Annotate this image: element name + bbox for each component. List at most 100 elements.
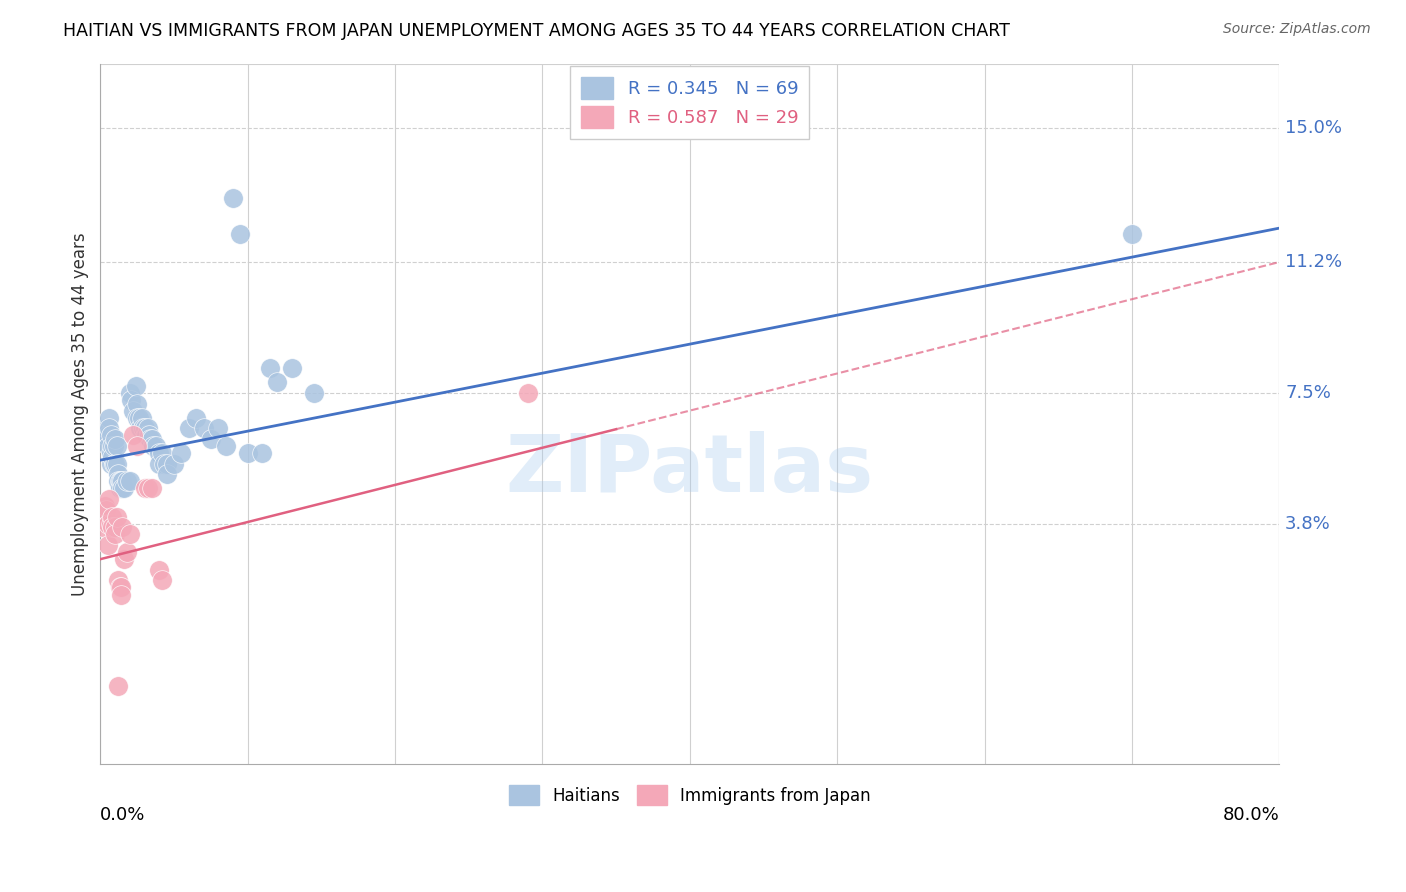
Point (184, 410, 207, 425)
Point (96, 421, 118, 435)
Point (148, 446, 170, 460)
Point (120, 392, 142, 407)
Point (139, 432, 162, 446)
Point (107, 574, 129, 588)
Point (134, 482, 156, 496)
Point (103, 457, 125, 471)
Point (121, 428, 143, 442)
Point (136, 421, 159, 435)
Point (134, 421, 156, 435)
Point (107, 467, 129, 482)
Point (101, 450, 124, 464)
Point (121, 403, 143, 417)
Point (104, 457, 127, 471)
Point (141, 482, 163, 496)
Point (170, 446, 193, 460)
Point (98, 421, 121, 435)
Point (128, 410, 150, 425)
Point (97, 538, 120, 552)
Text: HAITIAN VS IMMIGRANTS FROM JAPAN UNEMPLOYMENT AMONG AGES 35 TO 44 YEARS CORRELAT: HAITIAN VS IMMIGRANTS FROM JAPAN UNEMPLO… (63, 22, 1010, 40)
Point (135, 428, 157, 442)
Point (150, 446, 173, 460)
Point (118, 527, 141, 541)
Point (236, 446, 259, 460)
Point (115, 545, 138, 559)
Point (111, 520, 134, 534)
Point (97, 516, 120, 531)
Point (214, 439, 236, 453)
Point (111, 475, 134, 489)
Legend: Haitians, Immigrants from Japan: Haitians, Immigrants from Japan (502, 779, 877, 812)
Point (110, 475, 132, 489)
Point (222, 191, 245, 205)
Point (105, 439, 128, 453)
Point (98, 491, 121, 506)
Point (229, 227, 252, 241)
Point (115, 475, 138, 489)
Point (91, 520, 114, 534)
Point (516, 386, 538, 401)
Point (266, 376, 288, 390)
Point (136, 482, 159, 496)
Point (200, 432, 222, 446)
Point (112, 482, 135, 496)
Text: 80.0%: 80.0% (1222, 806, 1279, 824)
Point (207, 421, 229, 435)
Point (252, 446, 274, 460)
Point (141, 432, 163, 446)
Point (101, 509, 124, 524)
Point (100, 457, 122, 471)
Point (118, 475, 141, 489)
Point (150, 574, 173, 588)
Point (1121, 227, 1143, 241)
Point (94, 428, 117, 442)
Point (152, 457, 174, 471)
Point (108, 475, 131, 489)
Point (148, 457, 170, 471)
Point (281, 361, 304, 376)
Text: 15.0%: 15.0% (1285, 119, 1343, 136)
Point (107, 680, 129, 694)
Text: 0.0%: 0.0% (100, 806, 146, 824)
Point (104, 432, 127, 446)
Point (91, 428, 114, 442)
Point (97, 439, 120, 453)
Point (104, 520, 127, 534)
Text: 3.8%: 3.8% (1285, 515, 1331, 533)
Point (110, 588, 132, 602)
Point (105, 457, 128, 471)
Point (118, 386, 141, 401)
Y-axis label: Unemployment Among Ages 35 to 44 years: Unemployment Among Ages 35 to 44 years (72, 232, 89, 596)
Point (127, 439, 149, 453)
Point (108, 581, 131, 595)
Point (193, 421, 215, 435)
Point (156, 457, 179, 471)
Point (101, 439, 124, 453)
Point (302, 386, 325, 401)
Point (100, 516, 122, 531)
Point (105, 509, 128, 524)
Text: 11.2%: 11.2% (1285, 253, 1343, 271)
Point (108, 482, 131, 496)
Point (104, 527, 127, 541)
Point (156, 467, 179, 482)
Point (110, 581, 132, 595)
Text: Source: ZipAtlas.com: Source: ZipAtlas.com (1223, 22, 1371, 37)
Point (148, 563, 170, 577)
Point (112, 552, 135, 566)
Point (125, 379, 148, 393)
Point (101, 520, 124, 534)
Point (129, 421, 152, 435)
Point (96, 502, 118, 516)
Point (98, 410, 121, 425)
Point (163, 457, 186, 471)
Text: ZIPatlas: ZIPatlas (506, 431, 875, 509)
Point (100, 428, 122, 442)
Point (103, 439, 125, 453)
Point (97, 428, 120, 442)
Point (142, 439, 165, 453)
Point (138, 428, 160, 442)
Point (131, 410, 153, 425)
Point (177, 421, 200, 435)
Point (132, 421, 155, 435)
